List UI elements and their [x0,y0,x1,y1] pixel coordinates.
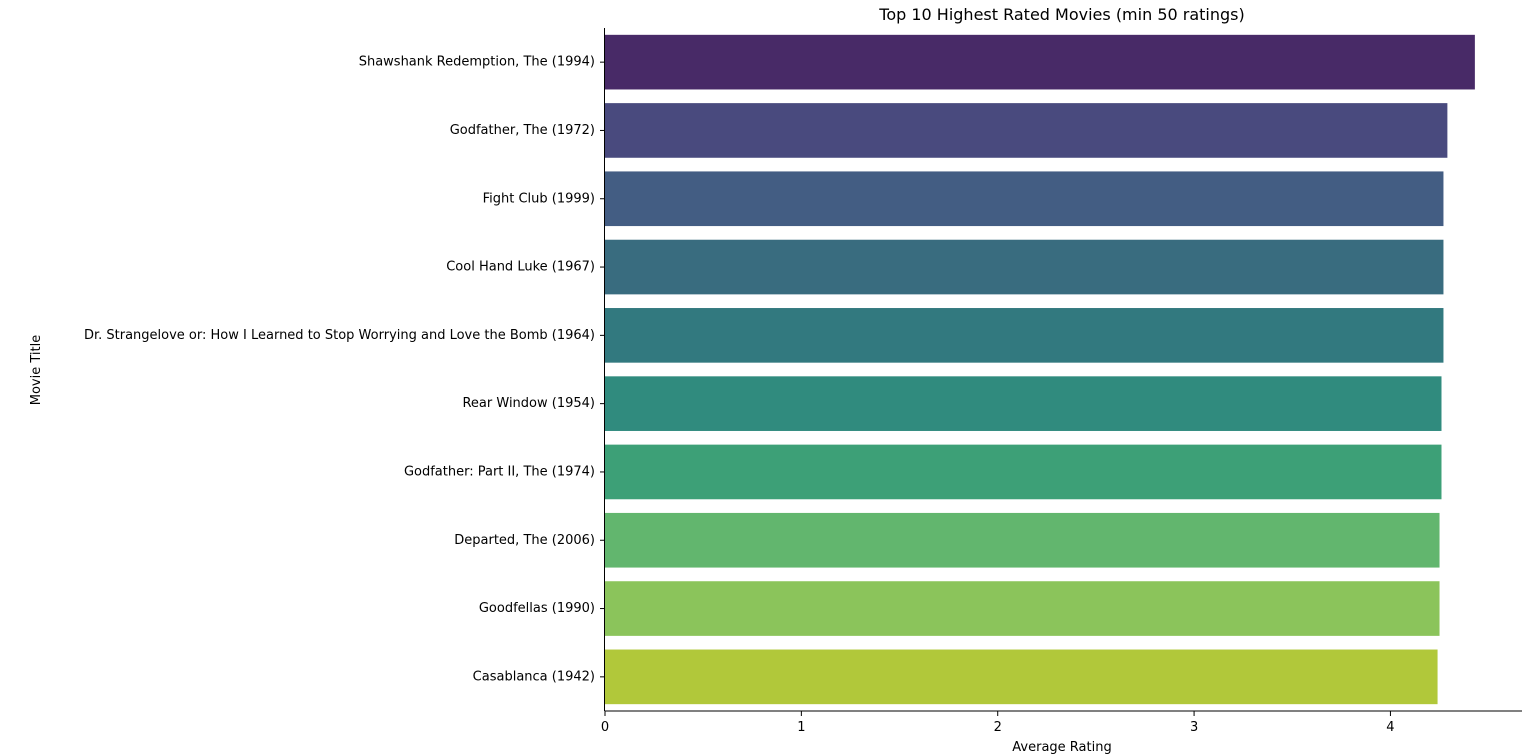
x-tick-label: 2 [994,720,1002,735]
bar [605,512,1440,568]
chart-title: Top 10 Highest Rated Movies (min 50 rati… [878,5,1244,24]
bar [605,581,1440,636]
bar [605,649,1438,705]
y-tick-label: Dr. Strangelove or: How I Learned to Sto… [84,328,595,343]
x-axis-label: Average Rating [1012,740,1111,754]
bars-group [605,34,1475,705]
bar [605,239,1444,295]
x-tick-label: 0 [601,720,609,735]
y-tick-label: Departed, The (2006) [454,533,595,548]
y-tick-label: Fight Club (1999) [483,191,595,206]
y-tick-label: Rear Window (1954) [462,396,595,411]
y-tick-label: Casablanca (1942) [473,669,595,684]
y-tick-labels: Shawshank Redemption, The (1994) Godfathe… [84,55,605,684]
x-tick-label: 3 [1190,720,1198,735]
y-tick-label: Cool Hand Luke (1967) [446,260,595,275]
bar [605,376,1442,431]
x-tick-label: 4 [1386,720,1394,735]
y-tick-label: Shawshank Redemption, The (1994) [359,55,595,70]
y-tick-label: Godfather: Part II, The (1974) [404,464,595,479]
y-tick-label: Godfather, The (1972) [450,123,595,138]
bar [605,103,1448,158]
bar [605,308,1444,363]
x-ticks: 0 1 2 3 4 [601,711,1395,735]
bar [605,34,1475,90]
bar [605,171,1444,227]
y-tick-label: Goodfellas (1990) [479,601,595,616]
bar [605,444,1442,500]
x-tick-label: 1 [797,720,805,735]
y-axis-label: Movie Title [29,335,44,405]
